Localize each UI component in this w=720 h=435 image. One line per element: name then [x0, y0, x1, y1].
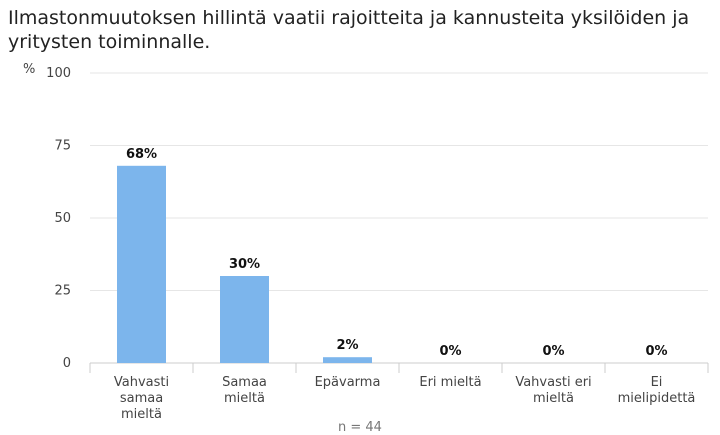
- y-axis: 0 25 50 75 100: [46, 66, 71, 371]
- data-label: 0%: [439, 344, 461, 359]
- data-label: 68%: [126, 147, 157, 162]
- x-tick-label: mielipidettä: [618, 391, 696, 406]
- y-tick-label: 75: [54, 139, 71, 154]
- x-tick-label: Epävarma: [315, 375, 381, 390]
- y-tick-label: 25: [54, 284, 71, 299]
- bars: [117, 165, 372, 363]
- y-axis-label: %: [23, 62, 35, 77]
- data-label: 0%: [645, 344, 667, 359]
- x-tick-label: Samaa: [222, 375, 267, 390]
- bar[interactable]: [117, 165, 166, 363]
- y-tick-label: 0: [63, 356, 71, 371]
- bar[interactable]: [323, 357, 372, 363]
- data-labels: 68% 30% 2% 0% 0% 0%: [126, 147, 668, 359]
- x-tick-label: mieltä: [533, 391, 574, 406]
- x-tick-label: mieltä: [121, 407, 162, 422]
- x-tick-label: Ei: [651, 375, 663, 390]
- data-label: 0%: [542, 344, 564, 359]
- bar[interactable]: [220, 276, 269, 363]
- data-label: 2%: [336, 338, 358, 353]
- sample-size-note: n = 44: [338, 420, 382, 435]
- y-tick-label: 100: [46, 66, 71, 81]
- x-tick-label: Vahvasti: [114, 375, 169, 390]
- data-label: 30%: [229, 257, 260, 272]
- x-tick-label: mieltä: [224, 391, 265, 406]
- y-tick-label: 50: [54, 211, 71, 226]
- x-tick-label: Vahvasti eri: [515, 375, 591, 390]
- gridlines: [90, 72, 708, 364]
- x-tick-label: Eri mieltä: [419, 375, 481, 390]
- x-tick-label: samaa: [120, 391, 163, 406]
- chart-title: Ilmastonmuutoksen hillintä vaatii rajoit…: [8, 7, 690, 53]
